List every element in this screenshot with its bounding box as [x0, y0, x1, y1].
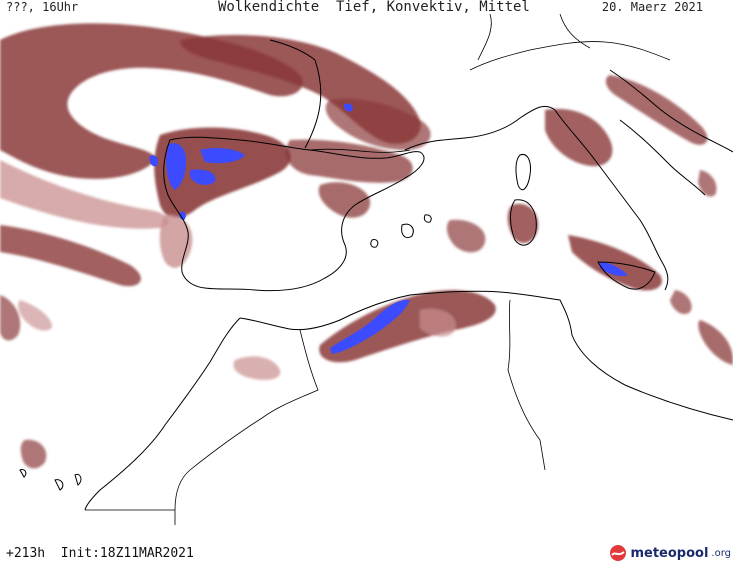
convective-leon — [190, 169, 216, 185]
convective-biscay — [343, 103, 353, 112]
border-alps — [469, 41, 671, 71]
cloud-iberia-northwest — [154, 127, 291, 218]
meteopool-logo-suffix: .org — [711, 547, 731, 559]
cloud-density-map — [0, 14, 733, 525]
border-tunisia-libya — [507, 299, 546, 471]
cloud-algeria — [319, 290, 496, 363]
cloud-france-south — [325, 98, 431, 150]
coast-morocco — [84, 317, 241, 511]
cloud-canary — [20, 439, 47, 469]
cloud-ionian — [670, 290, 692, 315]
cloud-ebro — [318, 182, 371, 218]
meteopool-logo-text: meteopool — [630, 545, 709, 561]
cloud-morocco-coast — [233, 356, 281, 380]
map-title: Wolkendichte Tief, Konvektiv, Mittel — [218, 0, 530, 15]
border-north-europe — [477, 14, 591, 61]
meteopool-logo[interactable]: meteopool .org — [609, 542, 731, 564]
coast-france — [269, 39, 322, 149]
coast-canary — [19, 469, 82, 491]
cloud-layer — [0, 23, 733, 469]
forecast-time-label: ???, 16Uhr — [6, 0, 79, 14]
cloud-east-med — [698, 320, 733, 365]
convective-asturias — [200, 147, 245, 164]
convective-east-iberia — [179, 211, 186, 220]
forecast-date: 20. Maerz 2021 — [601, 0, 703, 14]
convective-layer — [149, 103, 628, 354]
cloud-tunisia — [420, 308, 456, 337]
cloud-atlantic-band — [0, 160, 169, 229]
meteopool-logo-icon — [610, 545, 627, 561]
coast-sardinia — [510, 199, 537, 246]
cloud-balearic — [446, 219, 486, 253]
coast-balkans — [609, 69, 733, 153]
border-algeria-morocco — [174, 329, 319, 511]
cloud-bay-tail — [18, 300, 53, 331]
cloud-greece — [698, 170, 717, 197]
cloud-adriatic — [605, 75, 708, 145]
coast-ibiza — [370, 239, 379, 248]
cloud-atlantic-west — [0, 295, 21, 341]
convective-west-iberia — [149, 155, 159, 167]
coast-mallorca — [401, 223, 414, 239]
cloud-iberia-north — [286, 139, 413, 183]
coast-north-africa — [239, 290, 733, 421]
coast-corsica — [515, 153, 531, 191]
border-sahara — [85, 509, 176, 525]
coastlines — [19, 14, 733, 525]
convective-algeria — [330, 299, 410, 354]
convective-galicia — [166, 143, 187, 190]
border-france-spain — [309, 148, 411, 153]
coast-gulf-lion — [404, 105, 556, 151]
coast-iberia — [163, 136, 425, 292]
coast-italy — [554, 109, 706, 291]
convective-sicily — [600, 262, 628, 277]
cloud-north-italy — [545, 108, 613, 167]
coast-sicily — [597, 261, 656, 290]
model-run-info: +213h Init:18Z11MAR2021 — [6, 546, 194, 561]
cloud-sardinia — [507, 203, 539, 243]
cloud-atlantic-south — [0, 225, 141, 287]
coast-menorca — [423, 214, 432, 223]
